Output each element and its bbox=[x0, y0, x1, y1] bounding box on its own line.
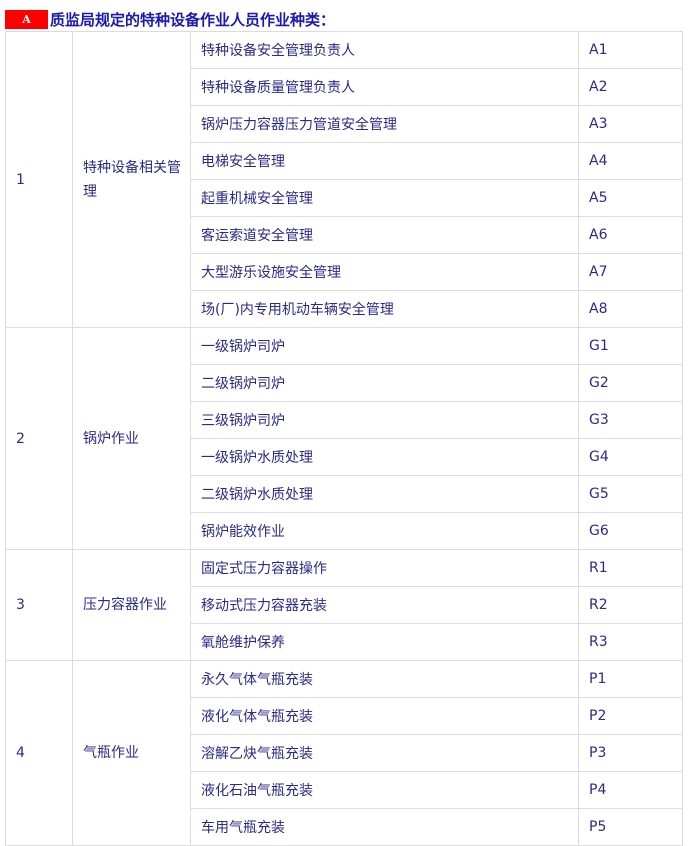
operation-code: A7 bbox=[578, 253, 683, 291]
operation-name: 一级锅炉水质处理 bbox=[190, 438, 579, 476]
table-row: 二级锅炉水质处理 G5 bbox=[6, 475, 683, 513]
operation-name: 溶解乙炔气瓶充装 bbox=[190, 734, 579, 772]
table-row: 二级锅炉司炉 G2 bbox=[6, 364, 683, 402]
table-row: 氧舱维护保养 R3 bbox=[6, 623, 683, 661]
table-row: 客运索道安全管理 A6 bbox=[6, 216, 683, 254]
operation-code: P1 bbox=[578, 660, 683, 698]
operation-name: 永久气体气瓶充装 bbox=[190, 660, 579, 698]
group-number: 4 bbox=[5, 660, 73, 846]
operation-code: R3 bbox=[578, 623, 683, 661]
operation-code: G3 bbox=[578, 401, 683, 439]
operation-name: 起重机械安全管理 bbox=[190, 179, 579, 217]
operation-name: 液化气体气瓶充装 bbox=[190, 697, 579, 735]
operation-code: A2 bbox=[578, 68, 683, 106]
table-row: 2 锅炉作业 一级锅炉司炉 G1 bbox=[5, 327, 683, 550]
operation-code: R2 bbox=[578, 586, 683, 624]
operation-types-table: 1 特种设备相关管理 特种设备安全管理负责人 A1 特种设备质量管理负责人 A2 锅炉压力容… bbox=[5, 31, 683, 846]
table-row: 1 特种设备相关管理 特种设备安全管理负责人 A1 bbox=[5, 31, 683, 328]
table-row: 液化气体气瓶充装 P2 bbox=[6, 697, 683, 735]
table-row: 场(厂)内专用机动车辆安全管理 A8 bbox=[6, 290, 683, 328]
operation-code: P3 bbox=[578, 734, 683, 772]
operation-code: A3 bbox=[578, 105, 683, 143]
operation-code: G6 bbox=[578, 512, 683, 550]
group-category: 特种设备相关管理 bbox=[72, 31, 191, 328]
operation-code: G1 bbox=[578, 327, 683, 365]
operation-name: 特种设备质量管理负责人 bbox=[190, 68, 579, 106]
operation-name: 三级锅炉司炉 bbox=[190, 401, 579, 439]
table-row: 电梯安全管理 A4 bbox=[6, 142, 683, 180]
table-row: 溶解乙炔气瓶充装 P3 bbox=[6, 734, 683, 772]
operation-code: R1 bbox=[578, 549, 683, 587]
operation-name: 锅炉能效作业 bbox=[190, 512, 579, 550]
operation-name: 固定式压力容器操作 bbox=[190, 549, 579, 587]
operation-name: 电梯安全管理 bbox=[190, 142, 579, 180]
operation-name: 二级锅炉水质处理 bbox=[190, 475, 579, 513]
table-row: 三级锅炉司炉 G3 bbox=[6, 401, 683, 439]
operation-name: 一级锅炉司炉 bbox=[190, 327, 579, 365]
operation-name: 移动式压力容器充装 bbox=[190, 586, 579, 624]
operation-code: A1 bbox=[578, 31, 683, 69]
operation-code: A6 bbox=[578, 216, 683, 254]
section-badge: A bbox=[5, 9, 48, 29]
operation-code: G2 bbox=[578, 364, 683, 402]
operation-code: P4 bbox=[578, 771, 683, 809]
operation-code: P5 bbox=[578, 808, 683, 846]
operation-name: 氧舱维护保养 bbox=[190, 623, 579, 661]
operation-name: 场(厂)内专用机动车辆安全管理 bbox=[190, 290, 579, 328]
group-category: 锅炉作业 bbox=[72, 327, 191, 550]
table-row: 起重机械安全管理 A5 bbox=[6, 179, 683, 217]
heading-text: 质监局规定的特种设备作业人员作业种类： bbox=[50, 10, 336, 29]
table-row: 3 压力容器作业 固定式压力容器操作 R1 bbox=[5, 549, 683, 661]
table-row: 大型游乐设施安全管理 A7 bbox=[6, 253, 683, 291]
table-row: 液化石油气瓶充装 P4 bbox=[6, 771, 683, 809]
operation-name: 特种设备安全管理负责人 bbox=[190, 31, 579, 69]
operation-code: A4 bbox=[578, 142, 683, 180]
operation-name: 车用气瓶充装 bbox=[190, 808, 579, 846]
operation-name: 液化石油气瓶充装 bbox=[190, 771, 579, 809]
operation-code: G4 bbox=[578, 438, 683, 476]
group-category: 气瓶作业 bbox=[72, 660, 191, 846]
table-row: 移动式压力容器充装 R2 bbox=[6, 586, 683, 624]
table-row: 特种设备质量管理负责人 A2 bbox=[6, 68, 683, 106]
table-row: 锅炉能效作业 G6 bbox=[6, 512, 683, 550]
group-number: 2 bbox=[5, 327, 73, 550]
operation-name: 客运索道安全管理 bbox=[190, 216, 579, 254]
operation-name: 大型游乐设施安全管理 bbox=[190, 253, 579, 291]
operation-name: 二级锅炉司炉 bbox=[190, 364, 579, 402]
operation-code: A8 bbox=[578, 290, 683, 328]
operation-code: A5 bbox=[578, 179, 683, 217]
section-heading: A 质监局规定的特种设备作业人员作业种类： bbox=[5, 8, 335, 30]
group-category: 压力容器作业 bbox=[72, 549, 191, 661]
operation-code: G5 bbox=[578, 475, 683, 513]
operation-name: 锅炉压力容器压力管道安全管理 bbox=[190, 105, 579, 143]
group-number: 3 bbox=[5, 549, 73, 661]
group-number: 1 bbox=[5, 31, 73, 328]
table-row: 锅炉压力容器压力管道安全管理 A3 bbox=[6, 105, 683, 143]
table-row: 4 气瓶作业 永久气体气瓶充装 P1 bbox=[5, 660, 683, 846]
operation-code: P2 bbox=[578, 697, 683, 735]
